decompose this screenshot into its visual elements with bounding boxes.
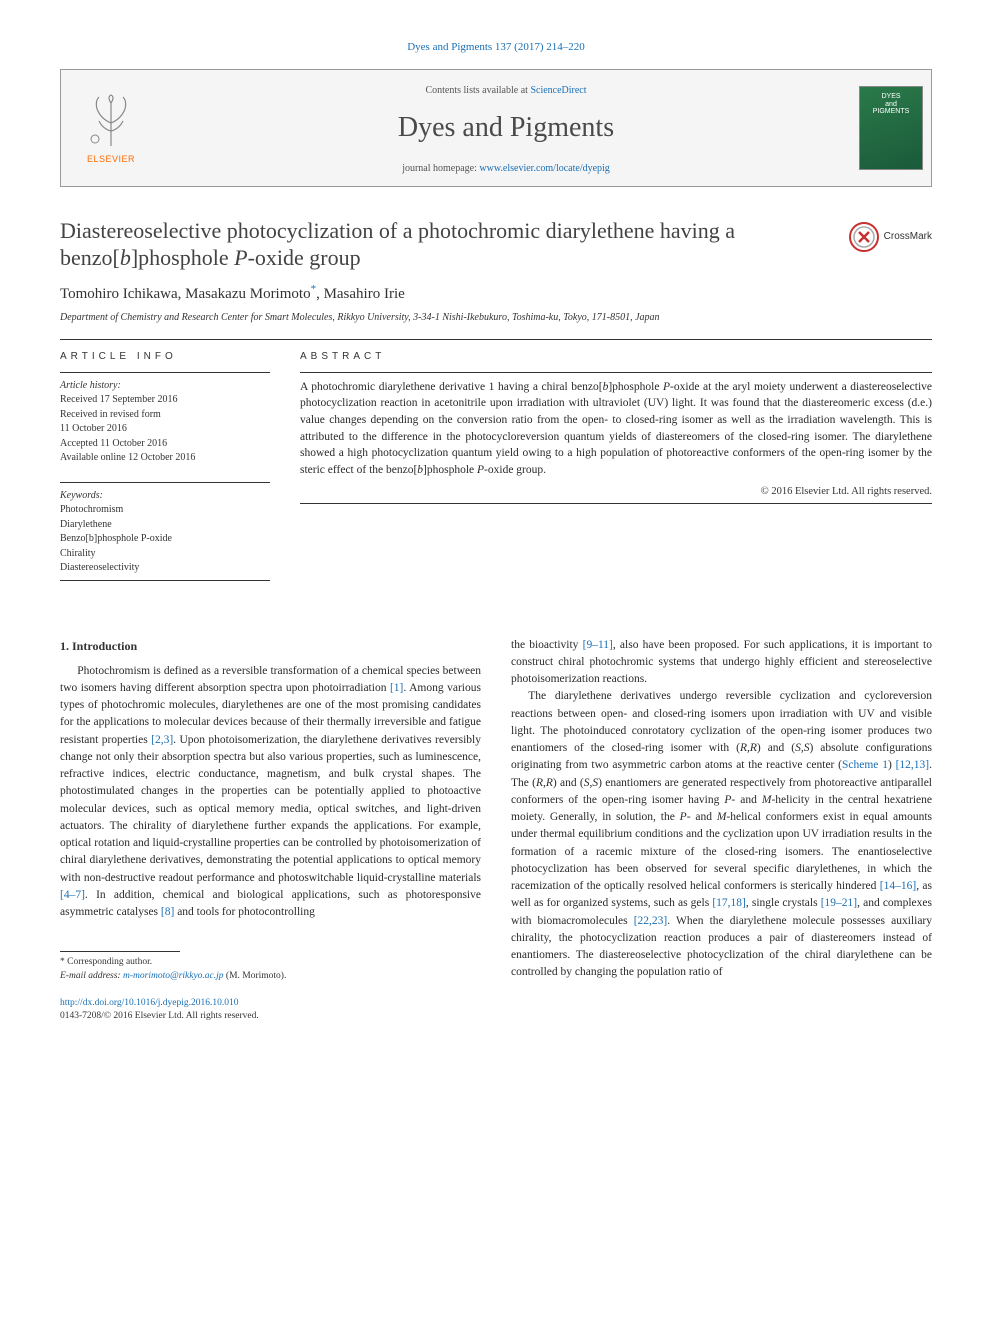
bottom-doi-block: http://dx.doi.org/10.1016/j.dyepig.2016.… [60, 997, 932, 1024]
keywords-block: Keywords: Photochromism Diarylethene Ben… [60, 482, 270, 581]
keyword: Diastereoselectivity [60, 561, 270, 576]
journal-homepage-line: journal homepage: www.elsevier.com/locat… [171, 162, 841, 176]
crossmark-label: CrossMark [884, 230, 932, 244]
doi-link[interactable]: http://dx.doi.org/10.1016/j.dyepig.2016.… [60, 998, 238, 1008]
article-history: Article history: Received 17 September 2… [60, 379, 270, 466]
footnote-block: * Corresponding author. E-mail address: … [60, 951, 481, 983]
top-citation: Dyes and Pigments 137 (2017) 214–220 [60, 40, 932, 55]
sciencedirect-link[interactable]: ScienceDirect [530, 85, 586, 96]
body-column-right: the bioactivity [9–11], also have been p… [511, 637, 932, 983]
journal-cover-area: DYES and PIGMENTS [851, 70, 931, 185]
author-3: Masahiro Irie [324, 286, 405, 302]
body-text: 1. Introduction Photochromism is defined… [60, 637, 932, 983]
issn-copyright: 0143-7208/© 2016 Elsevier Ltd. All right… [60, 1010, 932, 1023]
author-list: Tomohiro Ichikawa, Masakazu Morimoto*, M… [60, 282, 932, 305]
citation-ref[interactable]: [17,18] [712, 897, 746, 909]
abstract-column: ABSTRACT A photochromic diarylethene der… [300, 350, 932, 587]
citation-ref[interactable]: [2,3] [151, 734, 173, 746]
citation-ref[interactable]: [12,13] [896, 759, 930, 771]
abstract-copyright: © 2016 Elsevier Ltd. All rights reserved… [300, 485, 932, 500]
crossmark-icon [848, 221, 880, 253]
article-title: Diastereoselective photocyclization of a… [60, 217, 832, 272]
divider [60, 339, 932, 340]
keyword: Chirality [60, 547, 270, 562]
article-info-column: ARTICLE INFO Article history: Received 1… [60, 350, 270, 587]
abstract-heading: ABSTRACT [300, 350, 932, 364]
corresponding-email[interactable]: m-morimoto@rikkyo.ac.jp [123, 971, 224, 981]
citation-ref[interactable]: [4–7] [60, 889, 85, 901]
crossmark-badge[interactable]: CrossMark [848, 217, 932, 253]
elsevier-label: ELSEVIER [87, 153, 135, 166]
citation-ref[interactable]: [14–16] [880, 880, 916, 892]
section-heading: 1. Introduction [60, 637, 481, 655]
keyword: Benzo[b]phosphole P-oxide [60, 532, 270, 547]
article-info-heading: ARTICLE INFO [60, 350, 270, 364]
corresponding-note: * Corresponding author. [60, 956, 481, 969]
author-2: Masakazu Morimoto [185, 286, 310, 302]
journal-name: Dyes and Pigments [171, 108, 841, 147]
journal-cover-thumb: DYES and PIGMENTS [859, 86, 923, 170]
citation-ref[interactable]: [22,23] [634, 915, 668, 927]
body-column-left: 1. Introduction Photochromism is defined… [60, 637, 481, 983]
publisher-logo-area: ELSEVIER [61, 70, 161, 185]
journal-homepage-link[interactable]: www.elsevier.com/locate/dyepig [479, 163, 609, 174]
scheme-ref[interactable]: Scheme 1 [842, 759, 888, 771]
contents-available-line: Contents lists available at ScienceDirec… [171, 84, 841, 98]
journal-header: ELSEVIER Contents lists available at Sci… [60, 69, 932, 186]
citation-ref[interactable]: [9–11] [583, 639, 613, 651]
affiliation: Department of Chemistry and Research Cen… [60, 311, 932, 325]
citation-ref[interactable]: [19–21] [821, 897, 857, 909]
citation-ref[interactable]: [8] [161, 906, 174, 918]
citation-ref[interactable]: [1] [390, 682, 403, 694]
author-1: Tomohiro Ichikawa [60, 286, 178, 302]
elsevier-tree-icon [81, 91, 141, 151]
keyword: Photochromism [60, 503, 270, 518]
abstract-text: A photochromic diarylethene derivative 1… [300, 379, 932, 479]
keyword: Diarylethene [60, 518, 270, 533]
